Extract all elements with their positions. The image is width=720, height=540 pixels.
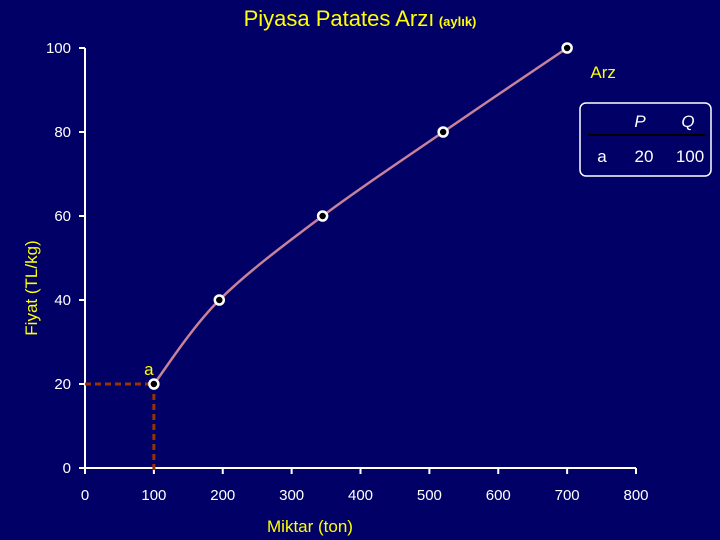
- x-axis-title: Miktar (ton): [267, 517, 353, 536]
- x-tick-label: 0: [81, 487, 89, 504]
- y-tick-label: 20: [54, 376, 71, 393]
- chart-title: Piyasa Patates Arzı: [243, 6, 435, 31]
- data-point-marker: [561, 42, 573, 54]
- y-tick-label: 80: [54, 124, 71, 141]
- highlight-point-label: a: [144, 360, 154, 379]
- data-table-legend: P Q a 20 100: [579, 102, 712, 177]
- x-tick-label: 600: [486, 487, 511, 504]
- data-point-marker: [437, 126, 449, 138]
- x-tick-label: 700: [555, 487, 580, 504]
- x-tick-label: 400: [348, 487, 373, 504]
- legend-row-label: a: [597, 147, 607, 166]
- x-tick-label: 100: [141, 487, 166, 504]
- y-tick-label: 100: [46, 40, 71, 57]
- y-tick-label: 40: [54, 292, 71, 309]
- x-tick-label: 200: [210, 487, 235, 504]
- axes: 0 100 200 300 400 500 600 700 800 0 20 40 60 80 100: [46, 40, 649, 504]
- legend-row-q-value: 100: [676, 147, 704, 166]
- x-tick-label: 800: [623, 487, 648, 504]
- data-point-marker: [316, 210, 329, 222]
- x-tick-label: 500: [417, 487, 442, 504]
- legend-header-p: P: [634, 112, 646, 131]
- series-layer: [148, 42, 573, 390]
- legend-header-q: Q: [681, 112, 694, 131]
- y-tick-label: 60: [54, 208, 71, 225]
- guide-lines: [85, 382, 156, 474]
- chart-title-block: Piyasa Patates Arzı (aylık): [0, 6, 720, 32]
- y-axis-title: Fiyat (TL/kg): [22, 240, 41, 335]
- y-tick-label: 0: [63, 460, 71, 477]
- legend-frame: [579, 102, 712, 177]
- data-point-marker: [213, 294, 226, 306]
- data-point-marker: [148, 378, 160, 390]
- series-line-0: [152, 46, 568, 385]
- series-label: Arz: [590, 63, 616, 82]
- labels-layer: Arz a: [144, 63, 616, 379]
- legend-row-p-value: 20: [635, 147, 654, 166]
- chart-subtitle: (aylık): [438, 14, 477, 29]
- x-tick-label: 300: [279, 487, 304, 504]
